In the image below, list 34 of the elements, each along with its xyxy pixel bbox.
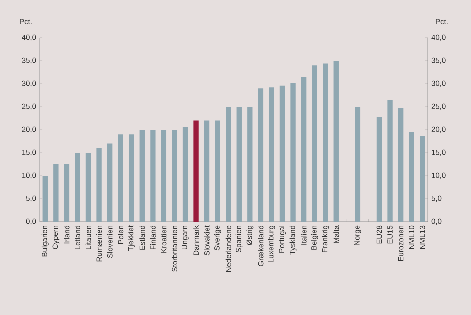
bar [420,136,426,222]
bar [355,106,361,222]
bar [215,120,220,222]
bar [129,134,134,222]
bar [280,86,286,222]
bar [182,127,188,222]
bar [398,108,404,222]
bar [194,120,199,222]
bar [54,164,59,222]
bar [75,152,80,222]
bar [258,88,264,222]
bar [107,144,113,222]
bar [248,106,253,222]
bar [236,106,242,222]
bar [226,106,232,222]
bar [290,83,296,222]
bar [334,60,339,222]
bar [376,117,382,222]
bar [269,88,274,222]
bar [388,100,393,222]
bar [64,164,70,222]
bar [323,64,328,222]
bar [312,66,318,222]
bar [172,130,178,222]
bar [140,130,145,222]
bar [42,176,48,222]
bar [96,148,102,222]
bar [301,78,307,222]
bar [150,130,156,222]
bar [86,152,92,222]
bar [161,130,167,222]
bar [409,132,414,222]
bar [204,120,210,222]
bar [118,134,124,222]
